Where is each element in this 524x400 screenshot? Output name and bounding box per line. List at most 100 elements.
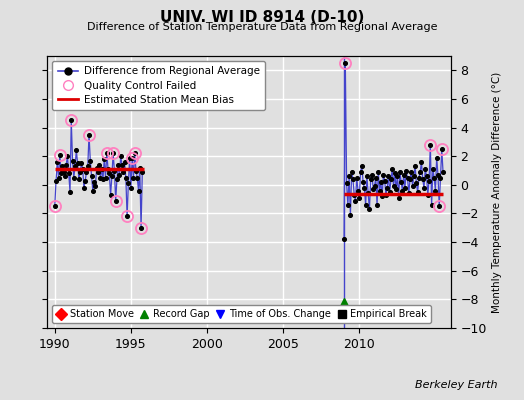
Point [341,60,350,66]
Point [354,187,362,194]
Point [100,156,108,162]
Point [347,169,356,175]
Point [430,174,439,181]
Point [426,142,434,148]
Point [356,169,365,175]
Point [383,184,391,191]
Point [62,162,70,168]
Point [97,166,106,172]
Point [428,202,436,208]
Point [421,166,430,172]
Point [372,174,380,181]
Point [119,169,127,175]
Point [138,169,147,175]
Point [360,184,368,191]
Point [79,166,87,172]
Point [86,157,94,164]
Point [438,146,446,152]
Point [76,169,84,175]
Point [366,176,375,182]
Point [435,203,443,210]
Point [370,183,379,190]
Point [136,164,144,171]
Point [396,169,404,175]
Point [75,176,83,182]
Point [355,194,364,201]
Point [103,150,111,156]
Point [380,177,389,184]
Point [395,194,403,201]
Point [113,176,121,182]
Y-axis label: Monthly Temperature Anomaly Difference (°C): Monthly Temperature Anomaly Difference (… [492,71,503,313]
Point [59,169,68,175]
Point [365,206,374,212]
Point [389,183,398,190]
Point [436,174,445,181]
Point [429,166,437,172]
Point [107,173,116,180]
Point [377,179,385,185]
Point [344,202,352,208]
Point [94,169,102,175]
Point [132,167,140,174]
Point [387,176,395,182]
Point [77,160,85,166]
Point [359,179,367,185]
Point [392,186,400,192]
Point [342,180,351,187]
Point [72,147,81,154]
Point [420,184,428,191]
Point [353,174,361,181]
Point [403,174,412,181]
Point [358,163,366,170]
Point [434,172,442,178]
Point [363,173,371,180]
Point [64,170,73,176]
Point [58,163,67,170]
Point [53,159,61,165]
Point [439,169,447,175]
Point [116,153,125,160]
Legend: Station Move, Record Gap, Time of Obs. Change, Empirical Break: Station Move, Record Gap, Time of Obs. C… [52,305,431,323]
Point [89,187,97,194]
Point [362,202,370,208]
Point [106,192,115,198]
Point [364,190,373,197]
Point [378,193,386,200]
Point [81,177,90,184]
Text: Difference of Station Temperature Data from Regional Average: Difference of Station Temperature Data f… [87,22,437,32]
Point [375,187,384,194]
Point [127,184,135,191]
Point [373,202,381,208]
Point [410,173,418,180]
Point [405,190,413,197]
Point [128,154,136,161]
Point [92,164,101,171]
Point [114,162,123,168]
Point [390,170,399,176]
Point [368,172,376,178]
Point [133,174,141,181]
Point [411,163,419,170]
Point [412,180,421,187]
Point [109,150,117,156]
Point [99,176,107,182]
Point [346,212,355,218]
Point [340,236,348,242]
Point [432,154,441,161]
Point [57,170,66,176]
Point [83,163,92,170]
Point [382,192,390,198]
Point [425,177,433,184]
Point [374,169,383,175]
Point [82,169,91,175]
Point [345,173,353,180]
Text: Berkeley Earth: Berkeley Earth [416,380,498,390]
Point [96,174,105,181]
Point [384,173,392,180]
Point [85,132,93,138]
Point [402,167,410,174]
Point [104,166,112,172]
Point [110,167,118,174]
Point [122,174,130,181]
